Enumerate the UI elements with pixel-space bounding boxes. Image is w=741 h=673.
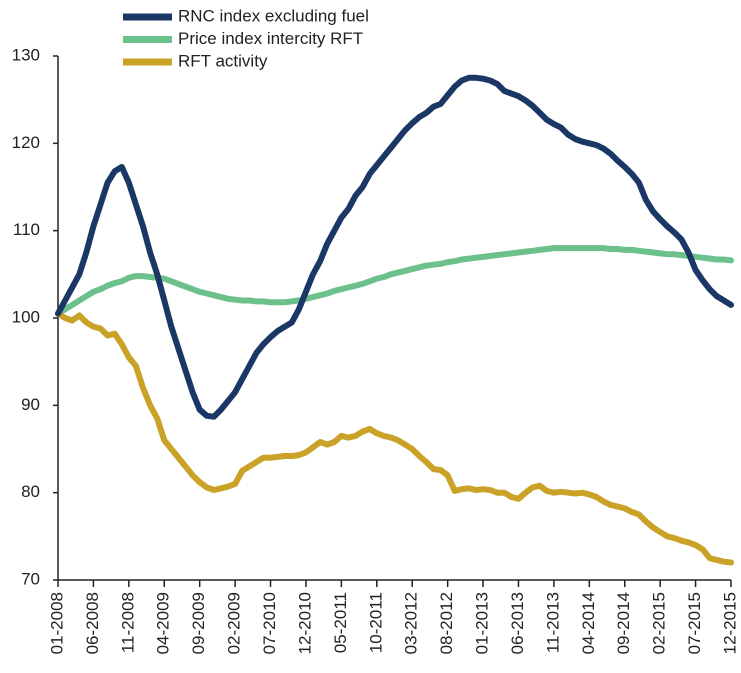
x-tick-label: 12-2015: [720, 592, 739, 654]
x-tick-label: 02-2009: [225, 592, 244, 654]
x-tick-label: 01-2013: [473, 592, 492, 654]
x-tick-label: 08-2012: [437, 592, 456, 654]
x-tick-label: 04-2009: [154, 592, 173, 654]
x-tick-label: 05-2011: [331, 592, 350, 653]
y-tick-label: 130: [12, 45, 40, 64]
legend-label: RFT activity: [178, 51, 268, 70]
x-tick-label: 02-2015: [650, 592, 669, 654]
y-tick-label: 100: [12, 307, 40, 326]
x-tick-label: 07-2010: [260, 592, 279, 654]
x-tick-label: 09-2014: [614, 592, 633, 654]
y-tick-label: 90: [21, 395, 40, 414]
x-tick-label: 03-2012: [402, 592, 421, 654]
legend-label: Price index intercity RFT: [178, 29, 363, 48]
x-tick-label: 04-2014: [579, 592, 598, 654]
line-series: [55, 245, 734, 317]
x-tick-label: 11-2008: [118, 592, 137, 653]
y-tick-label: 70: [21, 569, 40, 588]
x-tick-label: 09-2009: [189, 592, 208, 654]
x-tick-label: 06-2008: [83, 592, 102, 654]
y-tick-label: 120: [12, 133, 40, 152]
x-tick-label: 11-2013: [543, 592, 562, 653]
x-tick-label: 10-2011: [366, 592, 385, 653]
x-tick-label: 06-2013: [508, 592, 527, 654]
x-tick-label: 01-2008: [47, 592, 66, 654]
x-tick-label: 12-2010: [295, 592, 314, 654]
line-series: [55, 310, 734, 566]
x-tick-label: 07-2015: [685, 592, 704, 654]
legend-label: RNC index excluding fuel: [178, 6, 369, 25]
y-tick-label: 80: [21, 482, 40, 501]
y-tick-label: 110: [13, 220, 40, 239]
line-series: [55, 74, 734, 420]
